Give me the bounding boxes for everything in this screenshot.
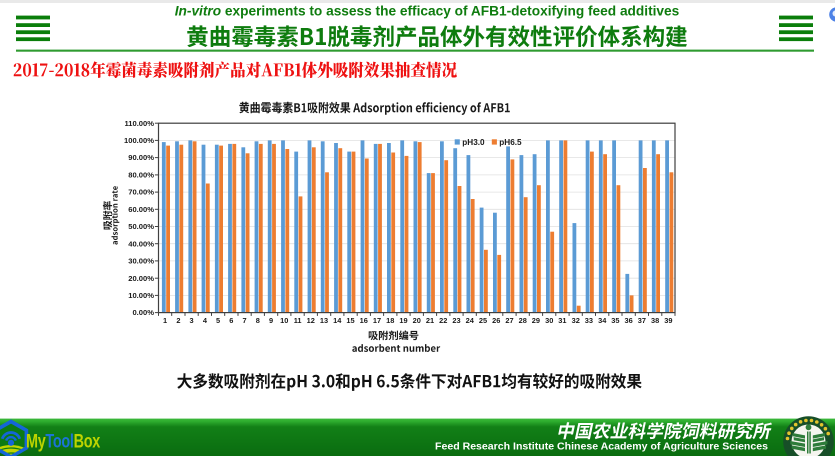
- svg-text:11: 11: [294, 316, 302, 325]
- svg-text:32: 32: [572, 316, 580, 325]
- svg-text:In-vitro experiments to asses: In-vitro experiments to assess the effic…: [175, 4, 680, 19]
- svg-text:50.00%: 50.00%: [128, 222, 154, 231]
- svg-text:15: 15: [346, 316, 354, 325]
- svg-text:1: 1: [163, 316, 167, 325]
- svg-text:30: 30: [545, 316, 553, 325]
- svg-text:110.00%: 110.00%: [124, 119, 154, 128]
- svg-text:19: 19: [399, 316, 407, 325]
- svg-text:40.00%: 40.00%: [128, 239, 154, 248]
- svg-text:9: 9: [269, 316, 273, 325]
- svg-text:36: 36: [624, 316, 632, 325]
- svg-text:26: 26: [492, 316, 500, 325]
- svg-text:34: 34: [598, 316, 607, 325]
- svg-text:35: 35: [611, 316, 619, 325]
- svg-text:5: 5: [216, 316, 220, 325]
- svg-text:24: 24: [466, 316, 475, 325]
- svg-text:MyToolBox: MyToolBox: [26, 429, 101, 452]
- svg-text:38: 38: [651, 316, 659, 325]
- svg-text:10.00%: 10.00%: [128, 291, 154, 300]
- svg-text:13: 13: [320, 316, 328, 325]
- svg-text:80.00%: 80.00%: [128, 171, 154, 180]
- svg-text:18: 18: [386, 316, 394, 325]
- svg-text:31: 31: [558, 316, 566, 325]
- svg-text:2: 2: [176, 316, 180, 325]
- svg-text:21: 21: [426, 316, 434, 325]
- svg-text:8: 8: [256, 316, 260, 325]
- svg-text:pH6.5: pH6.5: [499, 138, 522, 147]
- svg-text:Feed Research Institute Chines: Feed Research Institute Chinese Academy …: [435, 441, 768, 452]
- svg-text:22: 22: [439, 316, 447, 325]
- svg-text:28: 28: [519, 316, 527, 325]
- svg-text:27: 27: [505, 316, 513, 325]
- svg-text:14: 14: [333, 316, 342, 325]
- svg-text:17: 17: [373, 316, 381, 325]
- svg-text:25: 25: [479, 316, 487, 325]
- svg-text:0.00%: 0.00%: [132, 308, 154, 317]
- svg-text:20: 20: [413, 316, 421, 325]
- svg-text:7: 7: [243, 316, 247, 325]
- svg-text:16: 16: [360, 316, 368, 325]
- svg-text:4: 4: [203, 316, 208, 325]
- svg-text:12: 12: [307, 316, 315, 325]
- svg-text:pH3.0: pH3.0: [462, 138, 485, 147]
- svg-text:6: 6: [229, 316, 233, 325]
- svg-text:10: 10: [280, 316, 288, 325]
- svg-text:23: 23: [452, 316, 460, 325]
- svg-text:33: 33: [585, 316, 593, 325]
- svg-text:100.00%: 100.00%: [124, 136, 154, 145]
- svg-text:60.00%: 60.00%: [128, 205, 154, 214]
- svg-text:30.00%: 30.00%: [128, 257, 154, 266]
- svg-text:37: 37: [638, 316, 646, 325]
- svg-text:3: 3: [190, 316, 194, 325]
- svg-text:20.00%: 20.00%: [128, 274, 154, 283]
- svg-text:70.00%: 70.00%: [128, 188, 154, 197]
- svg-text:90.00%: 90.00%: [128, 153, 154, 162]
- svg-text:29: 29: [532, 316, 540, 325]
- svg-text:39: 39: [664, 316, 672, 325]
